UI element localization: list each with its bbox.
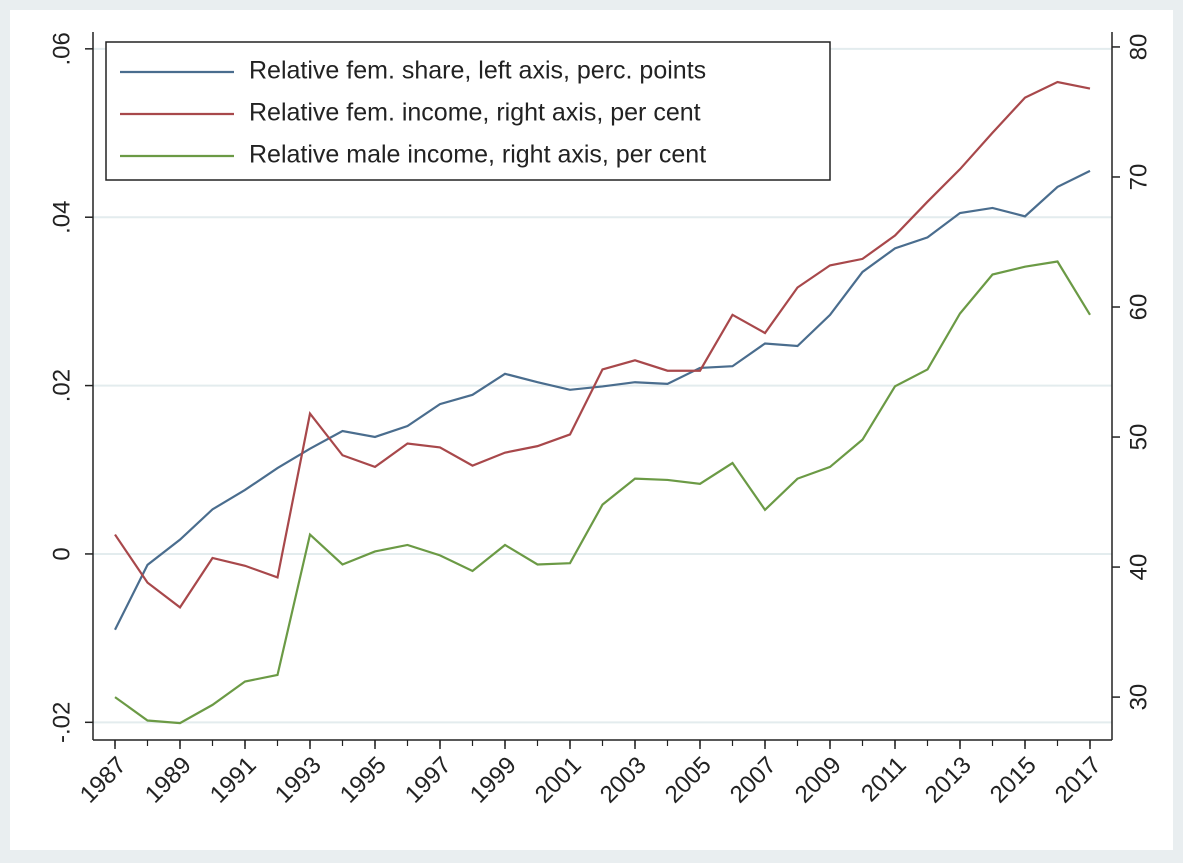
series-line [114, 169, 1091, 631]
y2-tick-label: 60 [1125, 294, 1152, 321]
legend-label: Relative fem. share, left axis, perc. po… [249, 57, 706, 85]
legend-label: Relative fem. income, right axis, per ce… [249, 99, 701, 127]
y2-tick-label: 30 [1125, 684, 1152, 711]
y-tick-label: .02 [48, 369, 75, 402]
y2-tick-label: 80 [1125, 34, 1152, 61]
y2-tick-label: 40 [1125, 554, 1152, 581]
y-tick-label: -.02 [48, 702, 75, 743]
y2-tick-label: 50 [1125, 424, 1152, 451]
legend-box [105, 41, 831, 181]
series-line [114, 260, 1091, 725]
y-tick-label: .06 [48, 32, 75, 65]
y-tick-label: 0 [48, 547, 75, 560]
y-tick-label: .04 [48, 201, 75, 234]
series-line [114, 80, 1091, 609]
y2-tick-label: 70 [1125, 164, 1152, 191]
legend: Relative fem. share, left axis, perc. po… [105, 41, 831, 181]
legend-label: Relative male income, right axis, per ce… [249, 141, 706, 169]
